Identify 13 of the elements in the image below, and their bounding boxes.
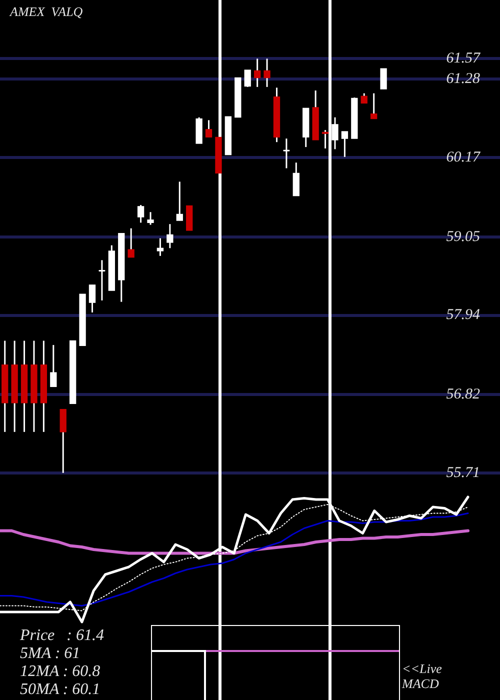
text: 5MA : 61 bbox=[20, 645, 80, 663]
y-tick-label: 56.82 bbox=[446, 386, 480, 402]
chart-title: AMEX VALQ bbox=[10, 4, 83, 20]
y-tick-label: 61.57 bbox=[446, 50, 482, 67]
y-tick-label: 57.94 bbox=[446, 307, 480, 324]
y-tick-label: 59.05 bbox=[446, 228, 480, 245]
text: Price : 61.4 bbox=[20, 627, 104, 645]
text: 12MA : 60.8 bbox=[20, 663, 100, 681]
text: 50MA : 60.1 bbox=[20, 681, 100, 699]
y-tick-label: 60.17 bbox=[446, 150, 482, 166]
y-tick-label: 61.28 bbox=[446, 71, 480, 88]
y-tick-label: 55.71 bbox=[446, 464, 480, 481]
text: <<Live MACD bbox=[402, 661, 443, 691]
